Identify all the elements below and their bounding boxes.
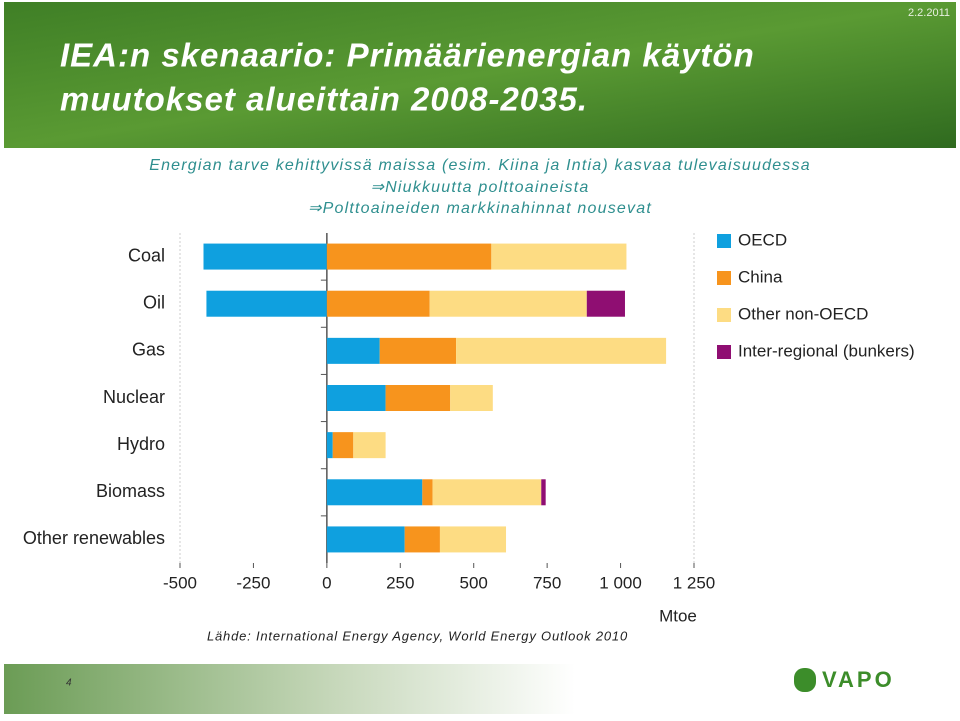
y-tick-label: Hydro <box>117 434 165 454</box>
bar-segment <box>326 479 423 506</box>
bar-segment <box>326 526 405 553</box>
legend-label: OECD <box>738 230 787 249</box>
legend-label: China <box>738 267 783 286</box>
chart: -500 -250 0 250 500 750 1 000 1 250 Mtoe Coal Oil G… <box>18 225 915 645</box>
bar-segment <box>353 432 386 459</box>
x-axis-label: Mtoe <box>659 606 697 625</box>
bar-segment <box>332 432 354 459</box>
subtitle: ⇒Polttoaineiden markkinahinnat nousevat <box>308 200 652 217</box>
legend-label: Other non-OECD <box>738 304 868 323</box>
logo: VAPO <box>822 667 895 692</box>
title: IEA:n skenaario: Primäärienergian käytön <box>60 37 755 74</box>
bar-segment <box>429 290 587 317</box>
y-tick-label: Other renewables <box>23 528 165 548</box>
x-tick-label: 1 250 <box>673 573 716 592</box>
subtitle: Energian tarve kehittyvissä maissa (esim… <box>149 157 811 174</box>
y-tick-label: Biomass <box>96 481 165 501</box>
bar-segment <box>404 526 440 553</box>
bar-segment <box>432 479 542 506</box>
bar-segment <box>439 526 507 553</box>
bar-segment <box>385 385 451 411</box>
legend-label: Inter-regional (bunkers) <box>738 341 915 360</box>
y-tick-label: Gas <box>132 340 165 360</box>
y-tick-label: Coal <box>128 245 165 265</box>
bar-segment <box>456 337 667 364</box>
y-tick-label: Nuclear <box>103 387 165 407</box>
legend-swatch <box>717 308 731 322</box>
x-tick-label: -500 <box>163 573 197 592</box>
x-tick-label: 0 <box>322 573 331 592</box>
bar-segment <box>326 385 386 411</box>
bar-segment <box>326 337 380 364</box>
bar-segment <box>541 479 546 506</box>
x-tick-label: 750 <box>533 573 561 592</box>
bar-segment <box>422 479 433 506</box>
legend-swatch <box>717 345 731 359</box>
title: muutokset alueittain 2008-2035. <box>60 81 588 118</box>
bar-segment <box>206 290 327 317</box>
x-tick-label: 250 <box>386 573 414 592</box>
bar-segment <box>203 243 327 270</box>
legend-swatch <box>717 271 731 285</box>
bar-segment <box>586 290 625 317</box>
x-tick-label: 1 000 <box>599 573 642 592</box>
bar-segment <box>450 385 493 411</box>
y-tick-label: Oil <box>143 292 165 312</box>
bar-segment <box>326 432 333 459</box>
x-tick-label: -250 <box>236 573 270 592</box>
logo-icon <box>794 668 816 692</box>
bar-segment <box>491 243 627 270</box>
legend-swatch <box>717 234 731 248</box>
bar-segment <box>326 290 430 317</box>
header-band <box>4 2 956 148</box>
date: 2.2.2011 <box>908 7 950 19</box>
source: Lähde: International Energy Agency, Worl… <box>207 628 628 643</box>
bar-segment <box>326 243 492 270</box>
subtitle: ⇒Niukkuutta polttoaineista <box>371 179 590 196</box>
x-tick-label: 500 <box>460 573 488 592</box>
bar-segment <box>379 337 457 364</box>
page-number: 4 <box>66 678 72 689</box>
